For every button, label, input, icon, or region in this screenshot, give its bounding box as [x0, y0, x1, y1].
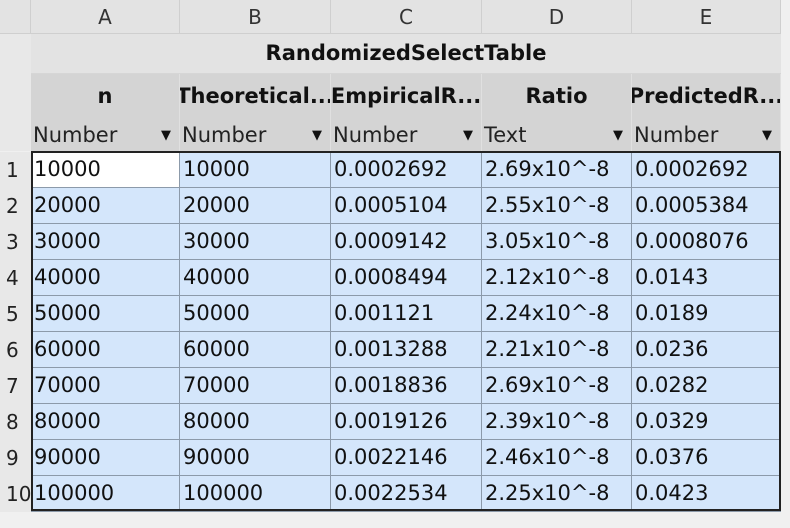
row-header-10[interactable]: 10 — [0, 476, 31, 512]
row-header-3[interactable]: 3 — [0, 224, 31, 260]
cell-c9[interactable]: 0.0022146 — [331, 440, 482, 476]
row-header-5[interactable]: 5 — [0, 296, 31, 332]
cell-a10[interactable]: 100000 — [31, 476, 180, 512]
cell-b10[interactable]: 100000 — [180, 476, 331, 512]
cell-a2[interactable]: 20000 — [31, 188, 180, 224]
column-header-e[interactable]: E — [632, 0, 781, 34]
table-title-spacer-right — [632, 34, 781, 74]
cell-a5[interactable]: 50000 — [31, 296, 180, 332]
cell-c2[interactable]: 0.0005104 — [331, 188, 482, 224]
cell-a7[interactable]: 70000 — [31, 368, 180, 404]
cell-c10[interactable]: 0.0022534 — [331, 476, 482, 512]
row-header-8[interactable]: 8 — [0, 404, 31, 440]
cell-e8[interactable]: 0.0329 — [632, 404, 781, 440]
column-name-a[interactable]: n — [31, 74, 180, 119]
cell-c7[interactable]: 0.0018836 — [331, 368, 482, 404]
triangle-down-icon[interactable]: ▼ — [613, 127, 623, 143]
cell-d8[interactable]: 2.39x10^-8 — [482, 404, 632, 440]
cell-e2[interactable]: 0.0005384 — [632, 188, 781, 224]
row-header-2[interactable]: 2 — [0, 188, 31, 224]
cell-b1[interactable]: 10000 — [180, 152, 331, 188]
table-title: RandomizedSelectTable — [180, 34, 632, 74]
column-type-a: Number ▼ — [31, 119, 180, 151]
cell-d1[interactable]: 2.69x10^-8 — [482, 152, 632, 188]
cell-b4[interactable]: 40000 — [180, 260, 331, 296]
cell-e1[interactable]: 0.0002692 — [632, 152, 781, 188]
cell-c5[interactable]: 0.001121 — [331, 296, 482, 332]
cell-b5[interactable]: 50000 — [180, 296, 331, 332]
cell-e4[interactable]: 0.0143 — [632, 260, 781, 296]
cell-d6[interactable]: 2.21x10^-8 — [482, 332, 632, 368]
column-type-label: Number — [33, 122, 118, 147]
cell-e9[interactable]: 0.0376 — [632, 440, 781, 476]
cell-b8[interactable]: 80000 — [180, 404, 331, 440]
column-type-label: Text — [484, 122, 527, 147]
column-name-b[interactable]: Theoretical... — [180, 74, 331, 119]
cell-b7[interactable]: 70000 — [180, 368, 331, 404]
cell-b3[interactable]: 30000 — [180, 224, 331, 260]
column-type-c: Number ▼ — [331, 119, 482, 151]
triangle-down-icon[interactable]: ▼ — [161, 127, 171, 143]
column-type-label: Number — [182, 122, 267, 147]
row-header-types — [0, 119, 31, 151]
cell-d2[interactable]: 2.55x10^-8 — [482, 188, 632, 224]
column-header-b[interactable]: B — [180, 0, 331, 34]
cell-d5[interactable]: 2.24x10^-8 — [482, 296, 632, 332]
cell-d10[interactable]: 2.25x10^-8 — [482, 476, 632, 512]
cell-b6[interactable]: 60000 — [180, 332, 331, 368]
cell-a9[interactable]: 90000 — [31, 440, 180, 476]
cell-d7[interactable]: 2.69x10^-8 — [482, 368, 632, 404]
cell-c4[interactable]: 0.0008494 — [331, 260, 482, 296]
cell-a6[interactable]: 60000 — [31, 332, 180, 368]
row-header-title — [0, 34, 31, 74]
row-header-7[interactable]: 7 — [0, 368, 31, 404]
cell-a4[interactable]: 40000 — [31, 260, 180, 296]
triangle-down-icon[interactable]: ▼ — [762, 127, 772, 143]
column-type-d: Text ▼ — [482, 119, 632, 151]
select-all-corner[interactable] — [0, 0, 31, 34]
column-name-c[interactable]: EmpiricalR... — [331, 74, 482, 119]
cell-e5[interactable]: 0.0189 — [632, 296, 781, 332]
cell-d3[interactable]: 3.05x10^-8 — [482, 224, 632, 260]
column-header-c[interactable]: C — [331, 0, 482, 34]
cell-c8[interactable]: 0.0019126 — [331, 404, 482, 440]
table-title-spacer — [31, 34, 180, 74]
cell-c6[interactable]: 0.0013288 — [331, 332, 482, 368]
triangle-down-icon[interactable]: ▼ — [463, 127, 473, 143]
row-header-4[interactable]: 4 — [0, 260, 31, 296]
cell-e7[interactable]: 0.0282 — [632, 368, 781, 404]
row-header-1[interactable]: 1 — [0, 152, 31, 188]
column-type-e: Number ▼ — [632, 119, 781, 151]
cell-c1[interactable]: 0.0002692 — [331, 152, 482, 188]
cell-a3[interactable]: 30000 — [31, 224, 180, 260]
column-name-d[interactable]: Ratio — [482, 74, 632, 119]
column-header-a[interactable]: A — [31, 0, 180, 34]
cell-b2[interactable]: 20000 — [180, 188, 331, 224]
cell-d4[interactable]: 2.12x10^-8 — [482, 260, 632, 296]
scroll-gutter — [781, 0, 790, 528]
column-type-label: Number — [333, 122, 418, 147]
cell-a8[interactable]: 80000 — [31, 404, 180, 440]
cell-e3[interactable]: 0.0008076 — [632, 224, 781, 260]
cell-b9[interactable]: 90000 — [180, 440, 331, 476]
cell-d9[interactable]: 2.46x10^-8 — [482, 440, 632, 476]
column-type-label: Number — [634, 122, 719, 147]
row-header-6[interactable]: 6 — [0, 332, 31, 368]
cell-e10[interactable]: 0.0423 — [632, 476, 781, 512]
row-header-9[interactable]: 9 — [0, 440, 31, 476]
cell-e6[interactable]: 0.0236 — [632, 332, 781, 368]
cell-a1[interactable]: 10000 — [31, 152, 180, 188]
triangle-down-icon[interactable]: ▼ — [312, 127, 322, 143]
column-type-b: Number ▼ — [180, 119, 331, 151]
column-name-e[interactable]: PredictedR... — [632, 74, 781, 119]
column-header-d[interactable]: D — [482, 0, 632, 34]
row-header-names — [0, 74, 31, 119]
cell-c3[interactable]: 0.0009142 — [331, 224, 482, 260]
